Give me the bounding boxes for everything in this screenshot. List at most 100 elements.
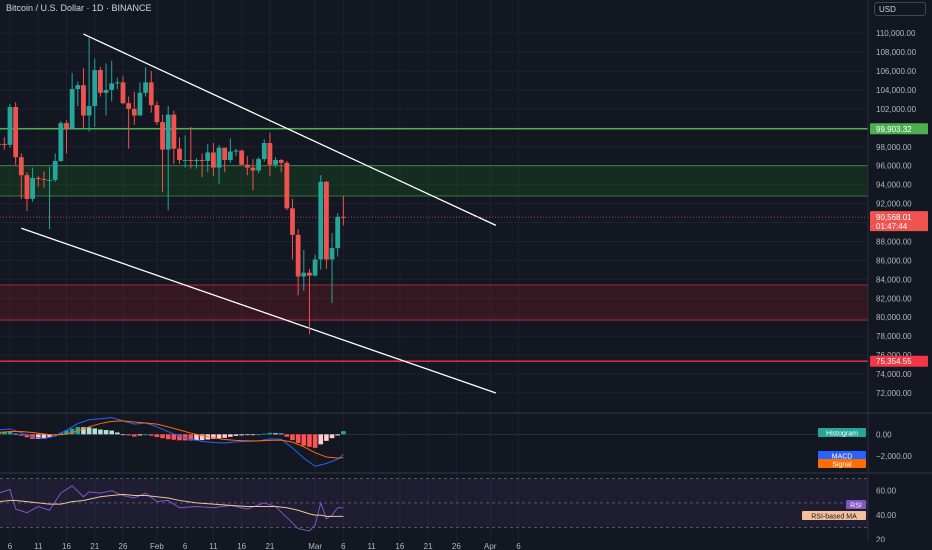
candle-body	[35, 178, 41, 180]
macd-histogram-bar	[335, 434, 340, 436]
rsi-legend-label: RSI-based MA	[811, 514, 857, 521]
candle-body	[137, 92, 143, 116]
macd-histogram-bar	[199, 434, 205, 441]
time-axis-tick-label: 6	[183, 542, 188, 550]
rsi-axis-tick-label: 60.00	[876, 487, 897, 496]
macd-histogram-bar	[284, 434, 290, 437]
candle-body	[98, 70, 103, 93]
candles	[0, 37, 346, 335]
price-axis-tick-label: 104,000.00	[876, 86, 917, 95]
candle-body	[267, 142, 273, 165]
macd-histogram-bar	[261, 433, 267, 435]
candle-body	[154, 105, 160, 123]
currency-selector[interactable]: USD	[874, 2, 926, 16]
candle-body	[160, 122, 165, 150]
candle-body	[120, 82, 126, 104]
candle-body	[69, 89, 75, 129]
macd-histogram-bar	[233, 434, 239, 436]
price-axis-tick-label: 108,000.00	[876, 48, 917, 57]
macd-histogram-bar	[312, 434, 318, 448]
macd-histogram-bar	[278, 433, 284, 435]
candle-body	[318, 181, 324, 260]
symbol-title: Bitcoin / U.S. Dollar · 1D · BINANCE	[6, 3, 152, 13]
candle-body	[165, 114, 171, 150]
candle-body	[222, 147, 228, 161]
descending-trendline-lower	[21, 227, 497, 394]
price-axis-tick-label: 98,000.00	[876, 143, 912, 152]
price-axis-tick-label: 84,000.00	[876, 275, 912, 284]
macd-legend-label: Histogram	[826, 431, 858, 438]
macd-histogram-bar	[69, 428, 75, 435]
candle-body	[92, 70, 98, 107]
candle-body	[64, 123, 69, 129]
macd-histogram-bar	[64, 430, 69, 435]
macd-histogram-bar	[194, 434, 199, 441]
last-price-badge: 90,568.01	[876, 213, 912, 222]
descending-trendline-upper	[83, 33, 497, 226]
price-axis-tick-label: 106,000.00	[876, 67, 917, 76]
macd-histogram-bar	[307, 434, 312, 447]
macd-histogram	[0, 427, 346, 448]
candle-body	[13, 107, 19, 158]
price-axis-tick-label: 94,000.00	[876, 181, 912, 190]
macd-legend-badge-bg	[818, 428, 866, 437]
candle-body	[0, 143, 2, 145]
macd-histogram-bar	[132, 434, 137, 437]
macd-histogram-bar	[47, 434, 52, 438]
rsi-axis-tick-label: 20	[876, 536, 885, 545]
time-axis-tick-label: 6	[341, 542, 346, 550]
candle-body	[103, 89, 109, 93]
candle-body	[205, 152, 211, 161]
candle-body	[18, 157, 24, 176]
time-axis-tick-label: 26	[452, 542, 461, 550]
macd-histogram-bar	[35, 434, 41, 439]
grid	[0, 0, 868, 542]
macd-histogram-bar	[148, 434, 154, 436]
candle-body	[1, 143, 7, 145]
macd-histogram-bar	[86, 427, 92, 435]
candle-body	[171, 114, 177, 149]
price-axis-tick-label: 92,000.00	[876, 200, 912, 209]
macd-histogram-bar	[165, 434, 171, 440]
candle-body	[81, 85, 86, 116]
rsi-legend-label: RSI	[850, 503, 862, 510]
macd-histogram-bar	[267, 432, 273, 435]
time-axis-tick-label: 6	[8, 542, 13, 550]
price-axis-tick-label: 76,000.00	[876, 351, 912, 360]
price-axis-tick-label: 72,000.00	[876, 389, 912, 398]
macd-histogram-bar	[109, 430, 114, 435]
last-price-badge-bg	[870, 211, 928, 232]
macd-histogram-bar	[301, 434, 307, 446]
candle-body	[30, 178, 35, 199]
macd-histogram-bar	[188, 434, 194, 441]
macd-histogram-bar	[228, 434, 233, 437]
candle-body	[307, 272, 312, 276]
time-axis-tick-label: 21	[90, 542, 99, 550]
macd-histogram-bar	[239, 434, 244, 436]
macd-histogram-bar	[143, 434, 148, 436]
candle-body	[148, 82, 154, 106]
macd-legend-badge-bg	[818, 459, 866, 468]
candle-body	[284, 162, 290, 209]
candle-body	[250, 167, 256, 171]
last-price-countdown: 01:47:44	[876, 222, 908, 231]
time-axis-tick-label: 16	[62, 542, 71, 550]
macd-histogram-bar	[273, 433, 278, 435]
macd-histogram-bar	[216, 434, 222, 439]
macd-histogram-bar	[324, 434, 329, 441]
price-axis-tick-label: 82,000.00	[876, 294, 912, 303]
candle-body	[114, 82, 120, 84]
macd-histogram-bar	[160, 434, 165, 439]
level-price-badge-bg	[870, 123, 928, 135]
macd-histogram-bar	[92, 428, 98, 435]
candle-body	[182, 160, 188, 162]
rsi-legend-badge-bg	[802, 511, 866, 520]
support-zone	[0, 285, 868, 321]
macd-histogram-bar	[98, 429, 103, 435]
macd-histogram-bar	[154, 434, 160, 438]
candle-body	[41, 178, 47, 180]
resistance-zone	[0, 165, 868, 197]
candle-body	[177, 148, 182, 161]
candle-body	[324, 181, 329, 260]
